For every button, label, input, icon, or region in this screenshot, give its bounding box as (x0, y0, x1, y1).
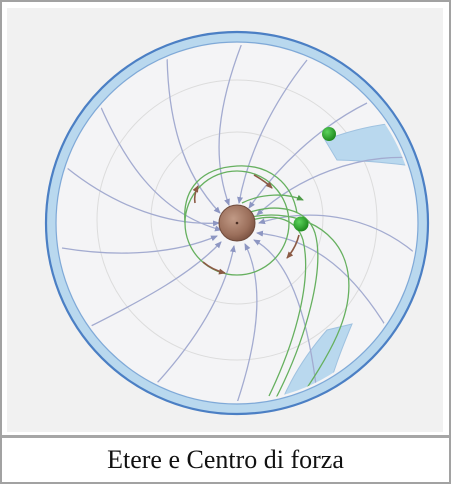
rotation-arrows (192, 174, 300, 275)
inner-ring-edge (55, 41, 419, 405)
flow-lines (61, 45, 415, 401)
outer-ring-fill (46, 32, 428, 414)
green-field-lines (184, 165, 350, 401)
diagram-area (7, 8, 443, 432)
guide-circles (96, 79, 378, 361)
center-point (235, 221, 239, 225)
green-sphere-icon (322, 127, 336, 141)
ether-diagram (44, 30, 430, 416)
figure-caption: Etere e Centro di forza (107, 445, 344, 474)
green-sphere-icon (293, 216, 309, 232)
caption-separator (2, 435, 449, 438)
outer-ring (44, 30, 430, 416)
